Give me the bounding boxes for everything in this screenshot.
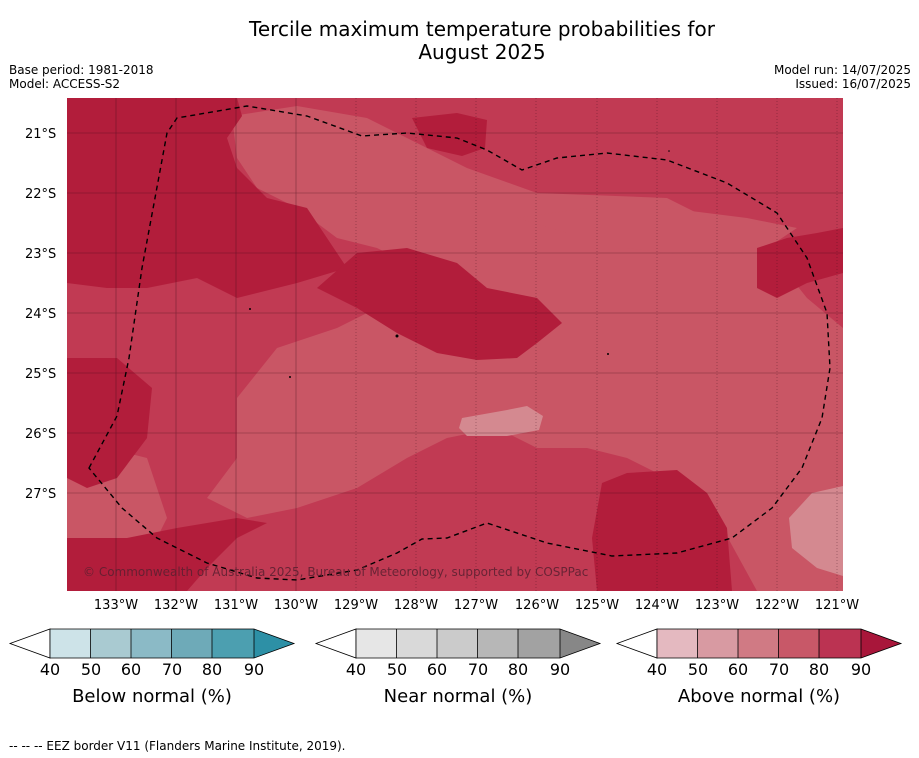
probability-map: © Commonwealth of Australia 2025, Bureau… (67, 98, 843, 591)
lat-label-24s: 24°S (25, 307, 57, 322)
lon-label-133w: 133°W (93, 598, 139, 613)
below-swatch-90plus (254, 629, 294, 658)
below-tick-90: 90 (243, 660, 265, 679)
legend-near-normal (314, 628, 602, 659)
above-swatch-90plus (861, 629, 901, 658)
model-run: Model run: 14/07/2025 (773, 63, 911, 77)
below-swatch-60-70 (131, 629, 172, 658)
islands (249, 150, 670, 378)
lon-label-126w: 126°W (514, 598, 560, 613)
colorbar-below (8, 628, 296, 659)
above-swatch-50-60 (697, 629, 738, 658)
near-legend-title: Near normal (%) (383, 686, 533, 707)
model-name: Model: ACCESS-S2 (9, 77, 121, 91)
lon-label-127w: 127°W (453, 598, 499, 613)
below-swatch-40-50 (50, 629, 91, 658)
above-swatch-60-70 (738, 629, 779, 658)
eez-border (88, 105, 831, 581)
near-tick-60: 60 (426, 660, 448, 679)
region-above-80-90-nw (67, 98, 347, 298)
below-legend-title: Below normal (%) (72, 686, 232, 707)
above-legend-title: Above normal (%) (677, 686, 841, 707)
colorbar-near (314, 628, 602, 659)
map-canvas (67, 98, 843, 591)
colorbar-above (615, 628, 903, 659)
legend-below-normal (8, 628, 296, 659)
near-swatch-90plus (560, 629, 600, 658)
above-tick-90: 90 (850, 660, 872, 679)
region-above-50-60-center (459, 406, 543, 436)
near-swatch-40-50 (356, 629, 397, 658)
lon-label-130w: 130°W (273, 598, 319, 613)
base-period: Base period: 1981-2018 (9, 63, 154, 77)
lat-label-22s: 22°S (25, 187, 57, 202)
above-tick-50: 50 (687, 660, 709, 679)
below-tick-40: 40 (39, 660, 61, 679)
below-swatch-80-90 (212, 629, 254, 658)
map-title: Tercile maximum temperature probabilitie… (0, 18, 919, 64)
below-tick-50: 50 (80, 660, 102, 679)
below-tick-60: 60 (120, 660, 142, 679)
lon-label-131w: 131°W (213, 598, 259, 613)
above-tick-80: 80 (808, 660, 830, 679)
region-above-80-90-center (317, 248, 562, 360)
copyright-notice: © Commonwealth of Australia 2025, Bureau… (83, 565, 589, 579)
region-above-80-90-west (67, 358, 152, 488)
near-tick-50: 50 (386, 660, 408, 679)
legend-above-normal (615, 628, 903, 659)
above-swatch-70-80 (778, 629, 819, 658)
lon-label-124w: 124°W (634, 598, 680, 613)
lon-label-129w: 129°W (333, 598, 379, 613)
above-tick-60: 60 (727, 660, 749, 679)
near-swatch-50-60 (396, 629, 437, 658)
lat-label-27s: 27°S (25, 487, 57, 502)
lat-label-26s: 26°S (25, 427, 57, 442)
title-line-2: August 2025 (418, 40, 546, 64)
lat-label-23s: 23°S (25, 247, 57, 262)
near-tick-80: 80 (507, 660, 529, 679)
below-swatch-50-60 (90, 629, 131, 658)
region-above-80-90-north (412, 113, 487, 156)
above-tick-70: 70 (768, 660, 790, 679)
below-swatch-70-80 (171, 629, 212, 658)
below-tick-80: 80 (201, 660, 223, 679)
near-tick-40: 40 (345, 660, 367, 679)
region-above-80-90-south (592, 470, 732, 591)
region-above-80-90-east (757, 228, 843, 298)
near-swatch-70-80 (477, 629, 518, 658)
near-swatch-80-90 (518, 629, 560, 658)
graticule (67, 98, 843, 591)
region-above-50-60-east (789, 486, 843, 576)
meta-left: Base period: 1981-2018 Model: ACCESS-S2 (9, 63, 154, 91)
lon-label-132w: 132°W (153, 598, 199, 613)
lon-label-121w: 121°W (814, 598, 860, 613)
below-tick-70: 70 (161, 660, 183, 679)
above-swatch-80-90 (819, 629, 861, 658)
near-tick-70: 70 (467, 660, 489, 679)
above-tick-40: 40 (646, 660, 668, 679)
near-tick-90: 90 (549, 660, 571, 679)
lon-label-128w: 128°W (393, 598, 439, 613)
near-swatch-60-70 (437, 629, 478, 658)
lat-label-21s: 21°S (25, 127, 57, 142)
title-line-1: Tercile maximum temperature probabilitie… (249, 17, 715, 41)
lat-label-25s: 25°S (25, 367, 57, 382)
meta-right: Model run: 14/07/2025 Issued: 16/07/2025 (774, 63, 911, 91)
eez-footnote: -- -- -- EEZ border V11 (Flanders Marine… (9, 739, 346, 753)
lon-label-122w: 122°W (754, 598, 800, 613)
lon-label-123w: 123°W (694, 598, 740, 613)
region-above-80-90-sw (67, 518, 267, 591)
issued-date: Issued: 16/07/2025 (795, 77, 911, 91)
lon-label-125w: 125°W (574, 598, 620, 613)
above-swatch-40-50 (657, 629, 698, 658)
